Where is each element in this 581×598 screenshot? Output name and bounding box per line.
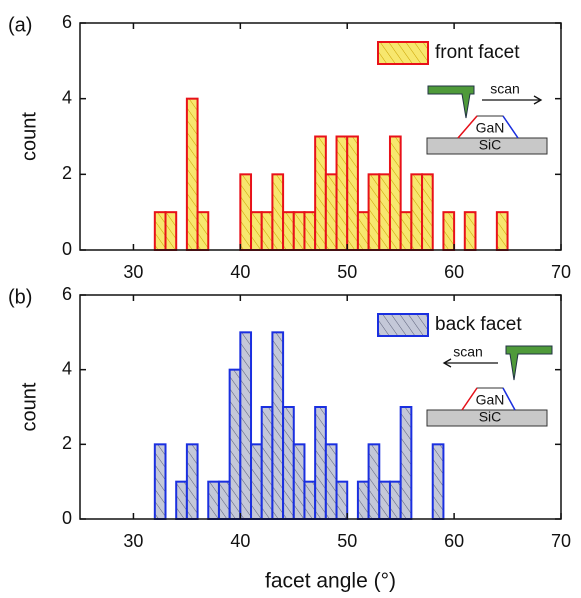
bar (282, 211, 295, 252)
bar (271, 173, 285, 251)
x-tick-label: 50 (337, 531, 357, 551)
inset-left-facet (461, 387, 478, 411)
bar (495, 211, 509, 252)
inset-arrowhead (442, 358, 452, 368)
y-axis-label: count (18, 382, 40, 431)
bar (324, 443, 338, 521)
bar (228, 368, 242, 520)
bar (271, 331, 285, 521)
bar (164, 211, 178, 252)
bar (303, 211, 317, 252)
x-tick-label: 40 (230, 262, 250, 282)
bar (463, 211, 477, 252)
panel-label: (a) (8, 14, 32, 36)
bar (378, 173, 391, 251)
inset-substrate-label: SiC (479, 409, 502, 425)
plot-frame (79, 294, 562, 520)
bar (356, 480, 370, 520)
bar (314, 135, 327, 251)
plot-frame (79, 22, 562, 251)
bar (346, 135, 359, 251)
bar (282, 406, 295, 520)
x-tick-label: 70 (551, 262, 571, 282)
bar (207, 480, 220, 520)
bar (367, 173, 381, 251)
bar (292, 443, 306, 521)
inset-tip (505, 345, 553, 381)
y-tick-label: 4 (62, 358, 72, 378)
bar (324, 173, 338, 251)
bar (388, 480, 402, 520)
bar (196, 211, 210, 252)
bar (442, 211, 456, 252)
x-tick-label: 30 (123, 262, 143, 282)
inset-top-label: GaN (476, 392, 505, 408)
inset-substrate (426, 409, 548, 427)
x-tick-label: 50 (337, 262, 357, 282)
bar (260, 406, 274, 520)
inset-top-label: GaN (476, 120, 505, 136)
inset-substrate (426, 137, 548, 155)
bar (217, 480, 231, 520)
bar (185, 443, 199, 521)
x-axis-label: facet angle (°) (265, 570, 396, 593)
x-tick-label: 60 (444, 262, 464, 282)
bar (175, 480, 188, 520)
y-tick-label: 6 (62, 284, 72, 304)
bar (410, 173, 424, 251)
bar (314, 406, 327, 520)
inset-right-facet (502, 115, 519, 139)
bar (378, 480, 391, 520)
bar (399, 406, 413, 520)
bar (335, 135, 349, 251)
inset-right-facet (502, 387, 516, 411)
bar (250, 211, 263, 252)
bar (260, 211, 274, 252)
bar (250, 443, 263, 521)
inset-arrowhead (533, 95, 543, 105)
bar (388, 135, 402, 251)
inset-scan-label: scan (490, 81, 520, 97)
inset-left-facet (457, 115, 478, 139)
bar (153, 443, 167, 521)
bar (153, 211, 167, 252)
panel-label: (b) (8, 286, 32, 308)
x-tick-label: 30 (123, 531, 143, 551)
y-tick-label: 2 (62, 433, 72, 453)
inset-substrate-label: SiC (479, 137, 502, 153)
bar (239, 173, 253, 251)
y-tick-label: 0 (62, 508, 72, 528)
legend-swatch (377, 313, 429, 337)
x-tick-label: 40 (230, 531, 250, 551)
bar (431, 443, 445, 521)
bar (399, 211, 413, 252)
bar (356, 211, 370, 252)
y-tick-label: 4 (62, 87, 72, 107)
y-tick-label: 0 (62, 239, 72, 259)
bar (421, 173, 434, 251)
x-tick-label: 60 (444, 531, 464, 551)
bar (292, 211, 306, 252)
bar (335, 480, 349, 520)
x-tick-label: 70 (551, 531, 571, 551)
bar (239, 331, 253, 521)
y-axis-label: count (18, 112, 40, 161)
y-tick-label: 6 (62, 12, 72, 32)
inset-scan-label: scan (453, 344, 483, 360)
legend-swatch (377, 41, 429, 65)
legend-label: front facet (435, 42, 520, 63)
bar (303, 480, 317, 520)
legend-label: back facet (435, 314, 522, 335)
bar (367, 443, 381, 521)
y-tick-label: 2 (62, 163, 72, 183)
inset-tip (427, 85, 475, 119)
bar (185, 97, 199, 251)
